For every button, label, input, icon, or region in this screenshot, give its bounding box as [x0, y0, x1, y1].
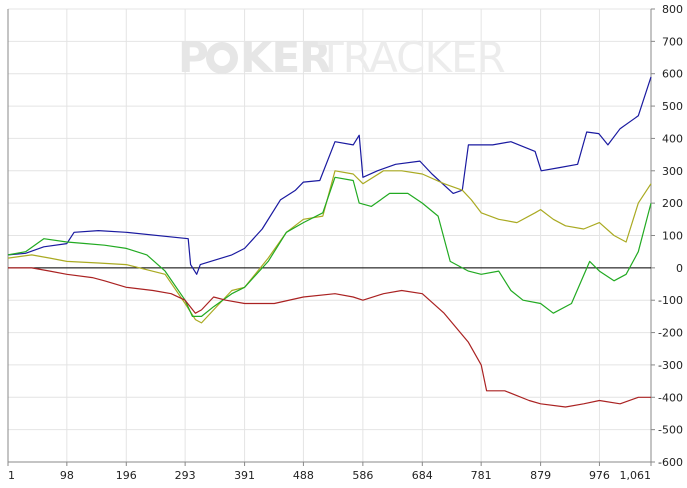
y-tick-label: -200 — [658, 327, 683, 340]
x-tick-label: 879 — [530, 469, 551, 482]
watermark-text-poker-p: P — [178, 33, 208, 82]
y-tick-label: 500 — [662, 100, 683, 113]
watermark: P KER TRACKER — [178, 33, 506, 82]
x-tick-label: 391 — [234, 469, 255, 482]
series-group — [7, 76, 652, 408]
y-tick-label: 800 — [662, 3, 683, 16]
x-tick-label: 586 — [352, 469, 373, 482]
series-line-4 — [8, 267, 651, 408]
y-tick-label: -600 — [658, 456, 683, 469]
x-tick-label: 781 — [471, 469, 492, 482]
y-tick-label: 200 — [662, 197, 683, 210]
y-tick-label: -300 — [658, 359, 683, 372]
watermark-text-tracker: TRACKER — [317, 33, 505, 82]
y-tick-label: 100 — [662, 230, 683, 243]
chip-icon-center — [214, 50, 230, 66]
series-line-3 — [7, 176, 652, 317]
series-line-1 — [7, 76, 652, 275]
x-tick-label: 196 — [116, 469, 137, 482]
y-tick-label: 400 — [662, 132, 683, 145]
y-tick-label: -500 — [658, 424, 683, 437]
y-axis: -600 -500 -400 -300 -200 -100 0 100 200 300 400 500… — [651, 3, 683, 469]
watermark-text-poker-rest: KER — [240, 33, 331, 82]
x-axis: 1 98 196 293 391 488 586 684 781 879 976 1,061 — [7, 462, 652, 482]
x-tick-label: 98 — [60, 469, 74, 482]
x-tick-label: 976 — [589, 469, 610, 482]
y-tick-label: -100 — [658, 294, 683, 307]
x-tick-label: 293 — [175, 469, 196, 482]
x-tick-label: 1,061 — [620, 469, 652, 482]
grid — [7, 8, 652, 463]
y-tick-label: 700 — [662, 35, 683, 48]
y-tick-label: -400 — [658, 391, 683, 404]
y-tick-label: 300 — [662, 165, 683, 178]
x-tick-label: 684 — [412, 469, 433, 482]
y-tick-label: 600 — [662, 68, 683, 81]
series-line-2 — [7, 170, 652, 324]
y-tick-label: 0 — [676, 262, 683, 275]
x-tick-label: 488 — [293, 469, 314, 482]
x-tick-label: 1 — [8, 469, 15, 482]
